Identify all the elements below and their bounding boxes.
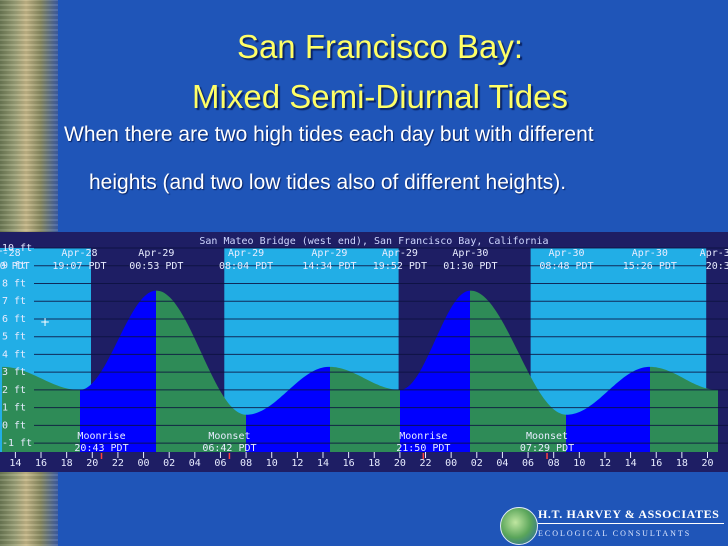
rising-tide-area [566, 366, 650, 452]
x-tick-label: 16 [35, 458, 47, 469]
y-tick-label: -1 ft [2, 438, 32, 449]
slide-subtitle-line1: When there are two high tides each day b… [64, 123, 594, 146]
event-time-label: 08:04 PDT [219, 261, 273, 272]
x-tick-label: 04 [496, 458, 508, 469]
logo-globe-icon [500, 507, 538, 545]
x-tick-label: 18 [368, 458, 380, 469]
x-tick-label: 08 [240, 458, 252, 469]
falling-tide-area [156, 290, 246, 452]
moon-event-label: Moonrise [77, 431, 125, 442]
x-tick-label: 14 [9, 458, 21, 469]
y-tick-label: 7 ft [2, 296, 26, 307]
logo-divider [538, 523, 724, 524]
falling-tide-area [330, 366, 400, 452]
slide-subtitle-line2: heights (and two low tides also of diffe… [89, 171, 567, 194]
event-time-label: 13:40 PDT [0, 261, 30, 272]
rising-tide-area [400, 290, 470, 452]
company-logo: H.T. HARVEY & ASSOCIATES ECOLOGICAL CONS… [496, 503, 728, 546]
slide-title-line1: San Francisco Bay: [236, 28, 524, 65]
event-date-label: Apr-29 [311, 248, 347, 259]
event-date-label: Apr-28 [0, 248, 21, 259]
x-tick-label: 04 [189, 458, 201, 469]
x-tick-label: 20 [394, 458, 406, 469]
event-date-label: Apr-30 [452, 248, 488, 259]
moon-event-time: 20:43 PDT [74, 443, 128, 454]
moon-event-time: 06:42 PDT [202, 443, 256, 454]
event-date-label: Apr-29 [228, 248, 264, 259]
event-date-label: Apr-28 [61, 248, 97, 259]
x-tick-label: 14 [625, 458, 637, 469]
x-tick-label: 18 [676, 458, 688, 469]
moon-event-label: Moonset [526, 431, 568, 442]
event-date-label: Apr-29 [138, 248, 174, 259]
event-time-label: 19:52 PDT [373, 261, 427, 272]
x-tick-label: 20 [701, 458, 713, 469]
slide-title-line2: Mixed Semi-Diurnal Tides [192, 78, 568, 115]
x-tick-label: 10 [573, 458, 585, 469]
x-tick-label: 12 [291, 458, 303, 469]
x-tick-label: 02 [163, 458, 175, 469]
rising-tide-area [246, 366, 330, 452]
event-date-label: Apr-30 [632, 248, 668, 259]
event-time-label: 08:48 PDT [539, 261, 593, 272]
event-date-label: Apr-29 [382, 248, 418, 259]
moon-event-time: 07:29 PDT [520, 443, 574, 454]
x-tick-label: 22 [112, 458, 124, 469]
x-tick-label: 06 [522, 458, 534, 469]
x-tick-label: 06 [214, 458, 226, 469]
event-time-label: 19:07 PDT [52, 261, 106, 272]
event-time-label: 01:30 PDT [443, 261, 497, 272]
x-tick-label: 00 [138, 458, 150, 469]
x-tick-label: 00 [445, 458, 457, 469]
event-date-label: Apr-30 [548, 248, 584, 259]
x-tick-label: 14 [317, 458, 329, 469]
event-time-label: 00:53 PDT [129, 261, 183, 272]
x-tick-label: 12 [599, 458, 611, 469]
rising-tide-area [80, 290, 156, 452]
x-tick-label: 16 [343, 458, 355, 469]
y-tick-label: 5 ft [2, 332, 26, 343]
y-tick-label: 2 ft [2, 385, 26, 396]
event-time-label: 14:34 PDT [302, 261, 356, 272]
falling-tide-area [470, 290, 566, 452]
logo-tagline: ECOLOGICAL CONSULTANTS [538, 529, 692, 538]
moon-event-label: Moonrise [399, 431, 447, 442]
y-tick-label: 10 ft [2, 243, 32, 254]
chart-title: San Mateo Bridge (west end), San Francis… [199, 236, 548, 247]
event-date-label: Apr-30 [700, 248, 728, 259]
x-tick-label: 02 [471, 458, 483, 469]
falling-tide-area [2, 366, 80, 452]
y-tick-label: 8 ft [2, 278, 26, 289]
x-tick-label: 20 [86, 458, 98, 469]
y-tick-label: 6 ft [2, 314, 26, 325]
x-tick-label: 16 [650, 458, 662, 469]
y-tick-label: 9 ft [2, 261, 26, 272]
x-tick-label: 10 [266, 458, 278, 469]
y-tick-label: 3 ft [2, 367, 26, 378]
falling-tide-area [650, 366, 718, 452]
logo-name: H.T. HARVEY & ASSOCIATES [538, 507, 720, 521]
moon-event-time: 21:50 PDT [396, 443, 450, 454]
x-tick-label: 22 [419, 458, 431, 469]
event-time-label: 20:3 [706, 261, 728, 272]
y-tick-label: 1 ft [2, 403, 26, 414]
tide-chart: 10 ft 9 ft 8 ft 7 ft 6 ft 5 ft 4 ft 3 ft 2 ft 1 f… [0, 232, 728, 472]
crosshair-marker: + [40, 315, 50, 329]
event-time-label: 15:26 PDT [623, 261, 677, 272]
y-tick-label: 4 ft [2, 349, 26, 360]
x-tick-label: 08 [548, 458, 560, 469]
x-tick-label: 18 [61, 458, 73, 469]
y-tick-label: 0 ft [2, 420, 26, 431]
moon-event-label: Moonset [208, 431, 250, 442]
